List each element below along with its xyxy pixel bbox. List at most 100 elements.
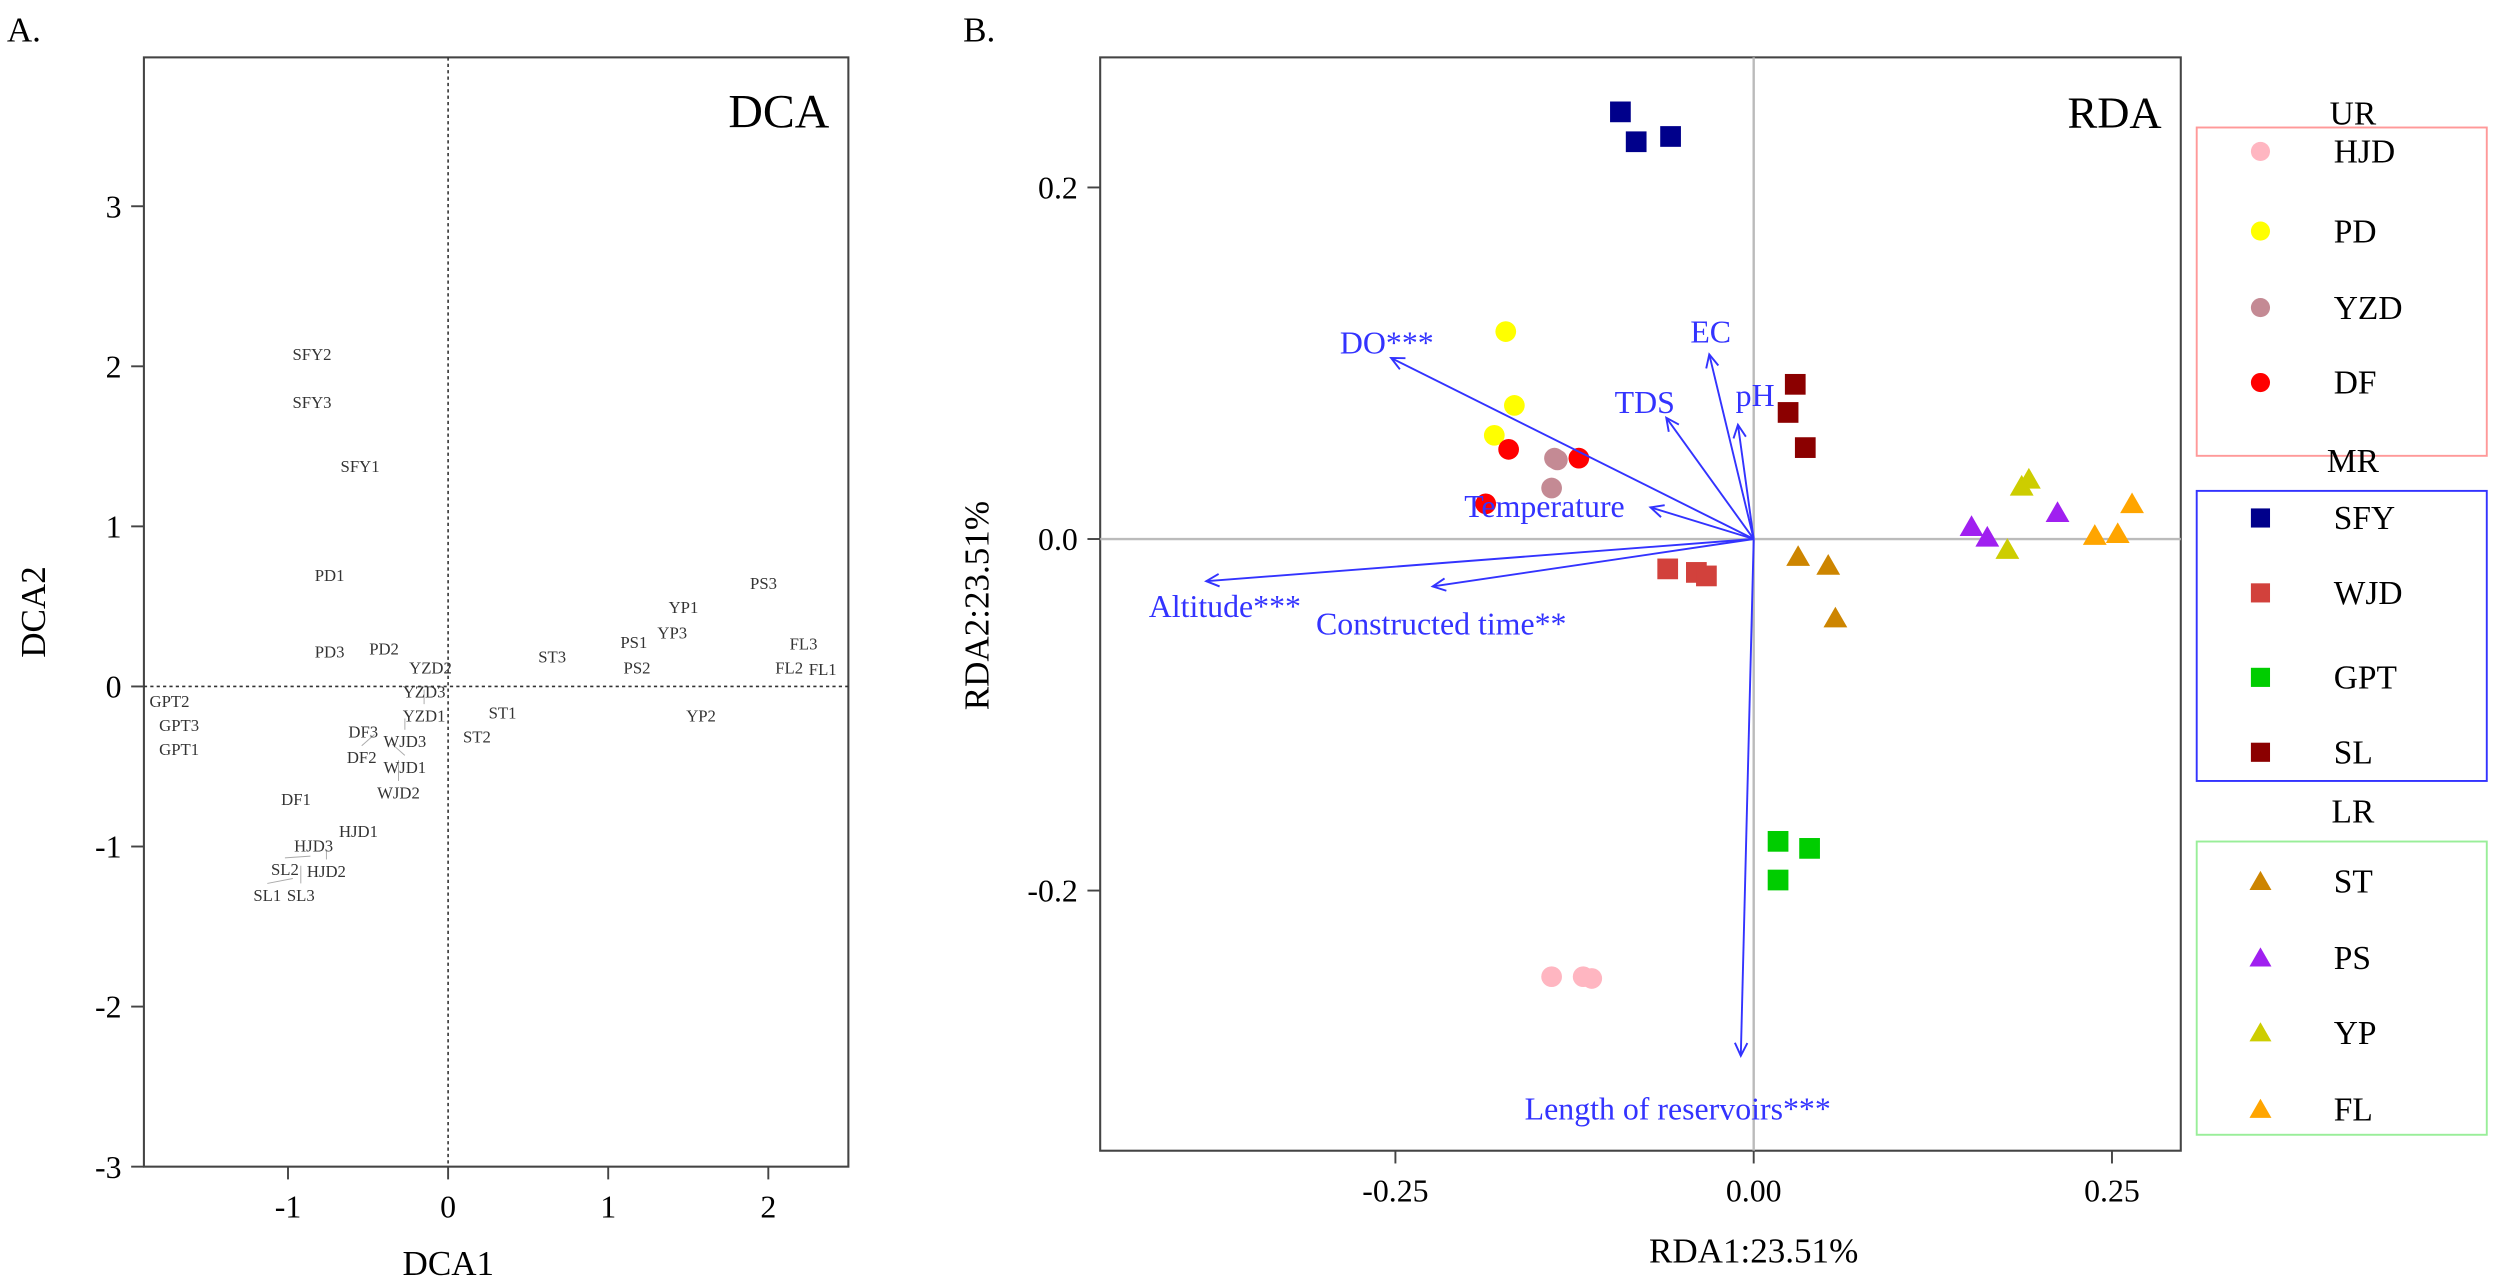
rda-point-df [1498,439,1519,460]
dca-y-tick-label: 2 [106,349,122,384]
legend-item-label: ST [2334,864,2373,901]
dca-point-label: FL2 [775,659,803,678]
rda-point-fl [2120,492,2144,514]
dca-title: DCA [728,86,829,139]
legend-marker-pd-icon [2250,221,2271,241]
dca-y-tick-label: 0 [106,670,122,705]
rda-plot-frame [1099,56,2182,1152]
dca-label-leader [267,878,293,884]
dca-point-label: PD2 [369,639,399,658]
rda-arrow-line [1739,538,1755,1056]
legend-item-label: HJD [2334,134,2395,171]
dca-point-label: YP3 [657,623,687,642]
rda-arrow-line [1390,357,1755,540]
rda-arrow-label: EC [1690,315,1731,350]
dca-point-label: WJD3 [384,732,427,751]
rda-point-sl [1777,402,1799,423]
legend-marker-wjd-icon [2250,583,2271,603]
rda-point-ps [2045,501,2070,522]
rda-point-wjd [1696,565,1717,587]
legend-item-label: SL [2334,734,2373,771]
panel-label-a: A. [7,10,41,49]
dca-point-label: GPT3 [159,716,199,735]
rda-arrow-label: DO*** [1340,325,1434,360]
rda-arrow-head-icon [1732,422,1747,439]
rda-y-tick-label: 0.0 [1038,522,1078,557]
dca-y-tick-label: -2 [95,990,122,1025]
legend-item-label: SFY [2334,500,2395,537]
legend-marker-st-icon [2249,870,2272,890]
rda-arrow-head-icon [1705,352,1720,369]
legend-group-title: MR [2327,443,2380,480]
legend-group-box [2195,840,2488,1136]
rda-point-st [1816,553,1841,575]
rda-point-gpt [1799,838,1820,859]
rda-point-sl [1794,437,1816,458]
dca-point-label: DF2 [347,748,377,767]
legend-marker-sfy-icon [2250,508,2271,528]
rda-arrow-head-icon [1648,504,1665,518]
dca-y-tick-label: -1 [95,830,122,865]
rda-arrow-head-icon [1204,573,1220,588]
rda-point-wjd [1657,558,1679,580]
rda-arrow-line [1650,506,1754,540]
rda-point-df [1475,493,1497,515]
rda-point-ps [1975,525,2000,547]
dca-point-label: YZD1 [403,707,446,726]
legend-item-label: YZD [2334,290,2403,327]
dca-panel: A. DCA DCA1 DCA2 -1 0 1 2 -3 -2 -1 0 1 2 3 SFY2 SFY3… [7,10,850,1283]
rda-x-axis-label: RDA1:23.51% [1649,1231,1858,1270]
dca-point-label: FL1 [809,660,837,679]
legend-group-title: LR [2332,793,2375,830]
legend-marker-hjd-icon [2250,141,2271,161]
rda-point-ps [1959,515,1984,537]
rda-arrow-label: pH [1736,378,1775,413]
dca-point-label: YP1 [669,598,699,617]
rda-x-tick-label: 0.00 [1726,1174,1782,1209]
rda-point-st [1786,545,1811,566]
dca-point-label: SL3 [287,886,315,905]
dca-point-label: SFY2 [293,345,332,364]
dca-point-label: YP2 [686,707,716,726]
dca-x-tick-label: 1 [600,1190,616,1225]
dca-point-label: HJD3 [294,836,333,855]
legend-group-box [2195,126,2488,457]
rda-point-yzd [1546,449,1568,471]
rda-title: RDA [2067,88,2161,138]
rda-point-st [1823,606,1848,628]
rda-point-yzd [1541,477,1562,499]
rda-point-fl [2082,524,2107,545]
dca-y-tick-label: 3 [106,189,122,224]
rda-point-gpt [1767,869,1789,891]
rda-point-sfy [1660,126,1681,147]
legend-item-label: YP [2334,1015,2377,1052]
dca-plot-frame [142,56,850,1168]
dca-point-label: PS1 [620,633,647,652]
dca-label-leaders [267,689,425,884]
legend-marker-fl-icon [2249,1098,2272,1118]
rda-point-hjd [1581,968,1603,989]
dca-y-tick-label: 1 [106,510,122,545]
dca-label-leader [361,734,375,747]
legend-marker-ps-icon [2249,947,2272,967]
dca-point-label: WJD2 [377,783,420,802]
dca-label-leader [284,855,311,859]
rda-arrow-head-icon [1430,577,1447,592]
rda-point-pd [1504,395,1525,416]
legend-marker-yzd-icon [2250,298,2271,318]
dca-point-label: YZD3 [403,683,446,702]
dca-point-label: GPT2 [150,692,190,711]
dca-point-label: WJD1 [383,758,426,777]
rda-x-tick-label: -0.25 [1362,1174,1428,1209]
panel-label-b: B. [963,10,995,49]
rda-arrow-line [1206,538,1754,583]
dca-point-label: ST3 [538,647,566,666]
dca-point-label: PS2 [624,659,651,678]
rda-point-pd [1495,321,1517,342]
rda-arrow-label: Length of reservoirs*** [1525,1092,1831,1127]
rda-arrow-line [1708,354,1755,540]
legend-marker-gpt-icon [2250,667,2271,687]
rda-point-sfy [1610,101,1631,123]
dca-point-label: DF1 [281,790,311,809]
